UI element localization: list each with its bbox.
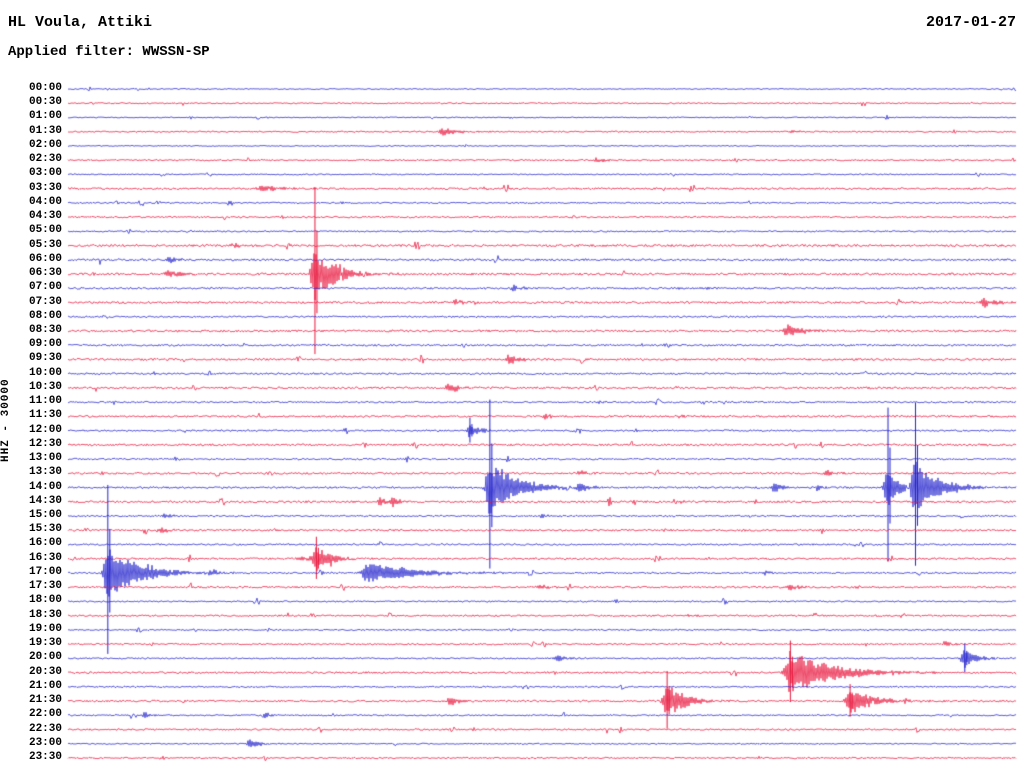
seismogram-traces-canvas [0, 0, 1024, 780]
helicorder-page: HL Voula, Attiki 2017-01-27 Applied filt… [0, 0, 1024, 780]
